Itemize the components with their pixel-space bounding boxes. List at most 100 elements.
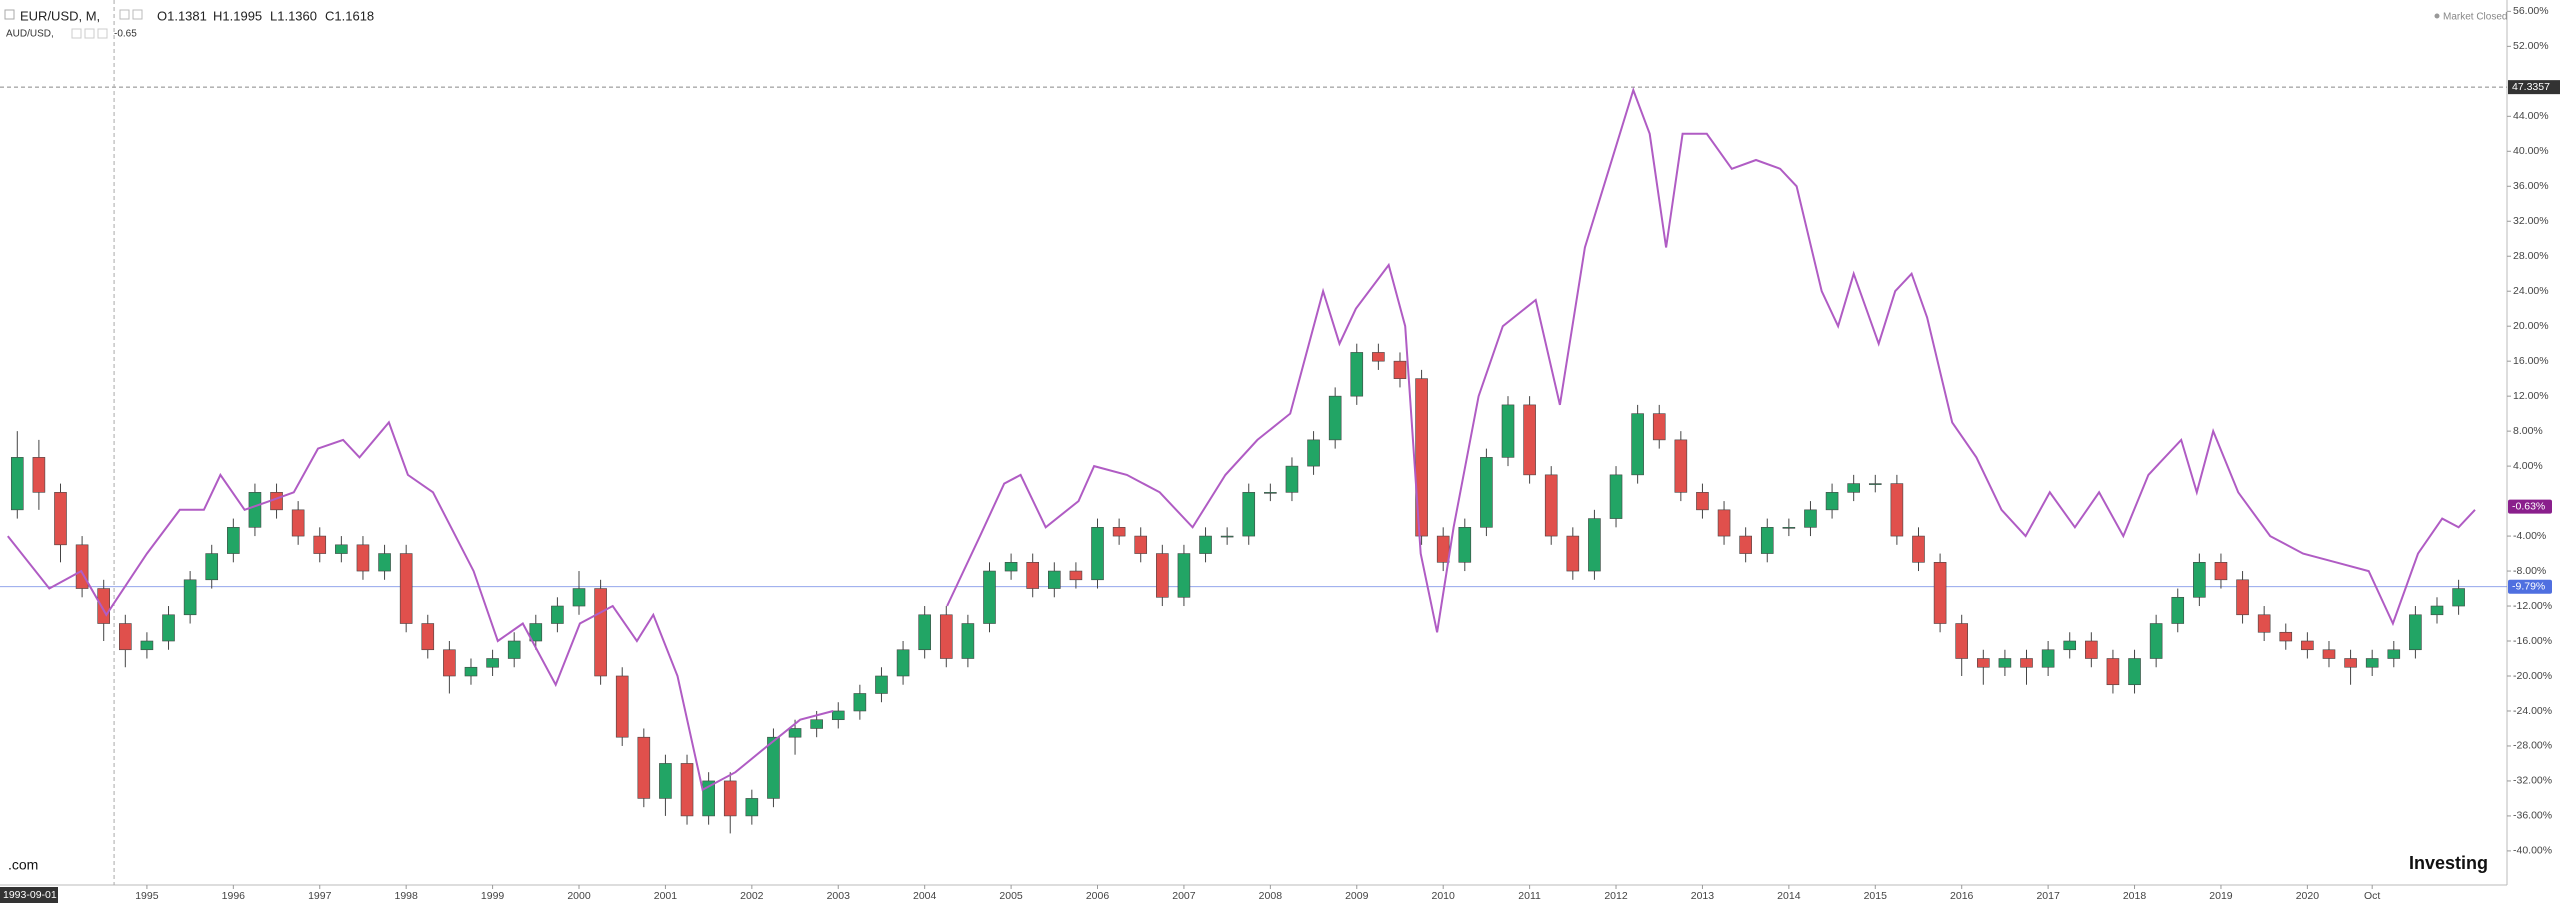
candle-body	[1782, 527, 1796, 529]
y-tick-label: -32.00%	[2513, 775, 2552, 787]
crosshair-y-box	[2508, 80, 2560, 95]
close-icon[interactable]	[97, 28, 108, 39]
candle-body	[1134, 535, 1148, 554]
y-tick-label: 40.00%	[2513, 145, 2549, 157]
candle-body	[1847, 483, 1860, 493]
candle-body	[2085, 640, 2098, 659]
y-tick-label: 28.00%	[2513, 250, 2549, 262]
candle-body	[2106, 658, 2120, 686]
candle-body	[939, 614, 953, 659]
y-tick-label: 32.00%	[2513, 215, 2549, 227]
price-marker-label: -0.63%	[2512, 500, 2545, 512]
candle-body	[2149, 623, 2163, 659]
y-tick-label: -20.00%	[2513, 670, 2552, 682]
candle-body	[529, 623, 543, 642]
x-tick-label: 2016	[1950, 890, 1974, 902]
candle-body	[2365, 658, 2379, 668]
candle-body	[1501, 404, 1515, 458]
candle-body	[810, 719, 823, 729]
candle-body	[399, 553, 413, 624]
market-status: Market Closed	[2443, 12, 2507, 23]
candle-body	[335, 544, 348, 554]
candle-body	[162, 614, 175, 642]
candle-body	[1631, 413, 1644, 476]
candle-body	[1004, 562, 1018, 572]
candle-body	[2171, 596, 2185, 624]
x-tick-label: 2019	[2209, 890, 2233, 902]
y-tick-label: 4.00%	[2513, 460, 2543, 472]
candle-body	[918, 614, 931, 651]
candle-body	[356, 544, 370, 572]
candle-body	[2193, 562, 2206, 598]
candle-body	[1588, 518, 1601, 572]
candle-body	[2257, 614, 2271, 633]
candle-body	[32, 457, 46, 493]
settings-icon[interactable]	[119, 9, 130, 20]
candle-body	[378, 553, 391, 572]
price-marker-box	[2508, 579, 2552, 594]
candle-body	[10, 457, 24, 511]
hide-icon[interactable]	[84, 28, 95, 39]
candle-body	[2020, 658, 2033, 668]
legend-value: -0.65	[114, 29, 137, 40]
candle-body	[1220, 535, 1234, 538]
y-tick-label: 20.00%	[2513, 320, 2549, 332]
candle-body	[637, 736, 651, 799]
candle-body	[1566, 535, 1580, 572]
candle-body	[2452, 588, 2465, 607]
candle-body	[2387, 649, 2401, 659]
x-tick-label: 2011	[1518, 890, 1541, 902]
candle-body	[1264, 492, 1277, 494]
candle-body	[1717, 509, 1731, 537]
y-tick-label: -16.00%	[2513, 635, 2552, 647]
candle-body	[1933, 562, 1947, 624]
y-tick-label: -12.00%	[2513, 600, 2552, 612]
x-tick-label: 2018	[2123, 890, 2147, 902]
candle-body	[1328, 395, 1342, 441]
x-tick-label: 2013	[1691, 890, 1715, 902]
candle-body	[1069, 570, 1083, 581]
crosshair-y-label: 47.3357	[2512, 81, 2550, 93]
ohlc-high: H1.1995	[213, 8, 262, 23]
y-tick-label: -40.00%	[2513, 845, 2552, 857]
x-tick-label: 2005	[999, 890, 1023, 902]
candle-body	[1696, 492, 1709, 511]
ohlc-open: O1.1381	[157, 8, 207, 23]
y-tick-label: 16.00%	[2513, 355, 2549, 367]
candle-body	[875, 675, 888, 694]
chart-title: EUR/USD, M,	[20, 8, 100, 23]
candle-body	[1415, 378, 1428, 537]
candle-body	[1091, 527, 1104, 581]
settings-icon[interactable]	[71, 28, 82, 39]
x-tick-label: 1996	[222, 890, 246, 902]
x-tick-label: 1999	[481, 890, 505, 902]
candle-body	[1825, 492, 1839, 511]
x-tick-label: 2003	[827, 890, 851, 902]
candle-body	[1977, 658, 1990, 668]
x-tick-label: 2015	[1864, 890, 1888, 902]
candle-body	[2430, 605, 2444, 616]
candle-body	[615, 675, 629, 738]
candle-body	[1652, 413, 1666, 441]
menu-icon[interactable]	[4, 9, 15, 20]
candle-body	[1674, 439, 1688, 493]
candle-body	[1372, 352, 1385, 362]
logo-suffix: .com	[8, 857, 38, 873]
y-tick-label: 12.00%	[2513, 390, 2549, 402]
hide-icon[interactable]	[132, 9, 143, 20]
header: EUR/USD, M, O1.1381 H1.1995 L1.1360 C1.1…	[4, 8, 2507, 40]
x-tick-label: 1995	[135, 890, 159, 902]
candle-body	[1026, 562, 1040, 589]
candle-body	[1739, 535, 1752, 554]
candle-body	[1458, 527, 1472, 563]
candle-body	[97, 588, 111, 624]
x-tick-label: 2006	[1086, 890, 1110, 902]
candle-body	[1112, 527, 1126, 537]
candle-body	[788, 728, 802, 738]
x-tick-label: 2012	[1604, 890, 1628, 902]
candle-body	[680, 763, 694, 817]
candle-body	[291, 509, 305, 537]
x-tick-label: 2009	[1345, 890, 1369, 902]
x-tick-label: 2000	[567, 890, 591, 902]
